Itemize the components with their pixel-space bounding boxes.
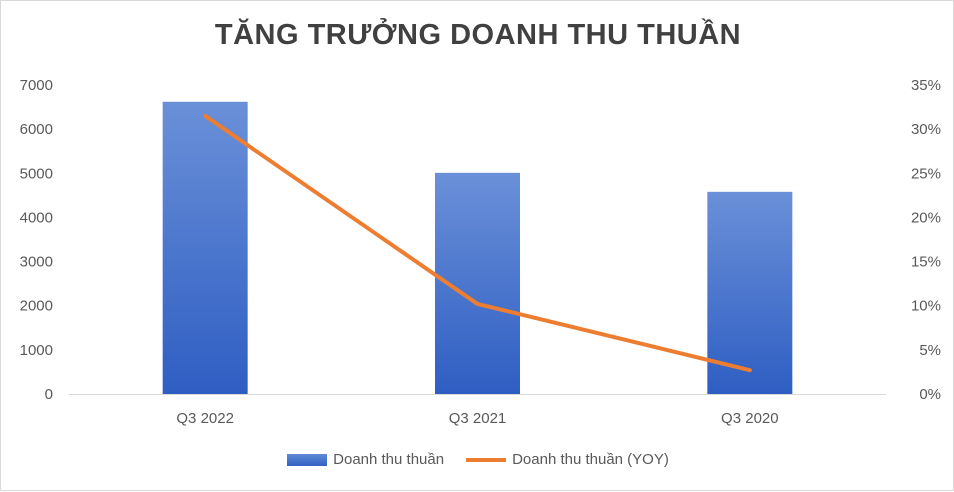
bar-q3-2022 [163, 102, 248, 394]
y-left-tick-label: 5000 [20, 165, 53, 182]
y-right-tick-label: 20% [911, 209, 941, 226]
y-left-tick-label: 7000 [20, 77, 53, 94]
y-left-tick-label: 1000 [20, 342, 53, 359]
legend-bar-swatch [287, 454, 327, 466]
y-left-tick-label: 2000 [20, 298, 53, 315]
legend-line-swatch [466, 458, 506, 462]
y-left-tick-label: 3000 [20, 254, 53, 271]
y-right-tick-label: 10% [911, 298, 941, 315]
y-right-tick-label: 35% [911, 77, 941, 94]
x-tick-label: Q3 2020 [721, 410, 779, 427]
y-right-tick-label: 25% [911, 165, 941, 182]
x-tick-label: Q3 2021 [449, 410, 507, 427]
legend-item-line: Doanh thu thuần (YOY) [466, 451, 669, 468]
y-right-tick-label: 0% [919, 386, 941, 403]
legend-label-line: Doanh thu thuần (YOY) [512, 451, 669, 468]
x-tick-label: Q3 2022 [176, 410, 234, 427]
y-right-tick-label: 5% [919, 342, 941, 359]
y-left-tick-label: 6000 [20, 121, 53, 138]
legend: Doanh thu thuần Doanh thu thuần (YOY) [1, 451, 954, 468]
legend-label-bar: Doanh thu thuần [333, 451, 444, 468]
y-right-tick-label: 15% [911, 254, 941, 271]
y-right-tick-label: 30% [911, 121, 941, 138]
y-left-tick-label: 4000 [20, 209, 53, 226]
legend-item-bar: Doanh thu thuần [287, 451, 444, 468]
y-left-tick-label: 0 [45, 386, 53, 403]
